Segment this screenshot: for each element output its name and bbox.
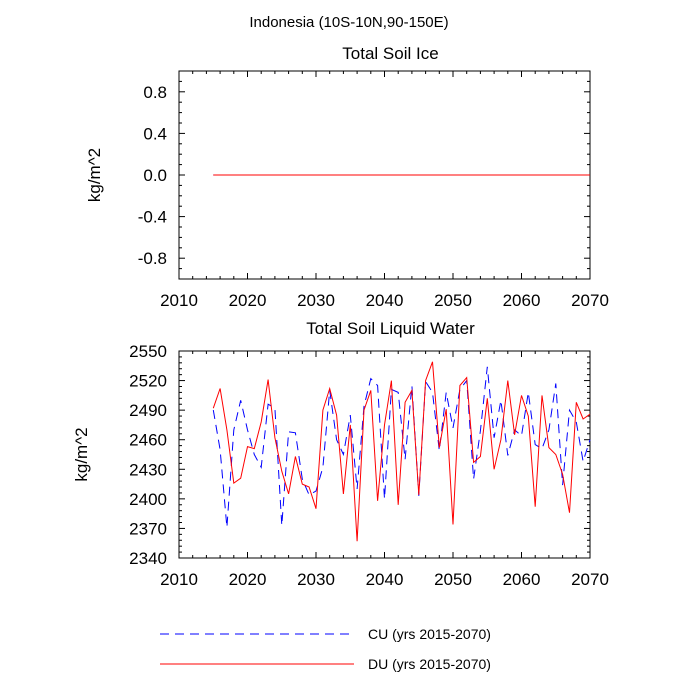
y-tick-label: 2400	[129, 490, 167, 509]
y-tick-label: 2550	[129, 342, 167, 361]
chart-title: Total Soil Ice	[342, 44, 438, 63]
plot-frame	[178, 350, 591, 559]
y-tick-label: 2430	[129, 460, 167, 479]
legend: CU (yrs 2015-2070) DU (yrs 2015-2070)	[160, 626, 491, 672]
y-tick-label: 2490	[129, 401, 167, 420]
x-tick-label: 2070	[571, 570, 609, 589]
legend-label-cu: CU (yrs 2015-2070)	[368, 626, 491, 642]
y-tick-label: 2340	[129, 549, 167, 568]
panel-total-soil-ice: Total Soil Ice kg/m^2 2010 2020 2030 2040 2050…	[85, 44, 609, 310]
x-tick-label: 2030	[297, 291, 335, 310]
panel-total-soil-liquid-water: Total Soil Liquid Water kg/m^2 2010 2020 203…	[72, 319, 609, 589]
chart-title: Total Soil Liquid Water	[306, 319, 475, 338]
x-tick-label: 2030	[297, 570, 335, 589]
x-tick-label: 2040	[366, 570, 404, 589]
x-tick-label: 2020	[229, 291, 267, 310]
x-tick-label: 2060	[503, 291, 541, 310]
x-tick-label: 2050	[434, 291, 472, 310]
x-tick-label: 2050	[434, 570, 472, 589]
y-tick-label: -0.4	[138, 208, 167, 227]
x-tick-label: 2020	[229, 570, 267, 589]
y-tick-label: -0.8	[138, 249, 167, 268]
y-tick-label: 0.0	[143, 166, 167, 185]
series-line-du	[212, 361, 591, 542]
y-tick-label: 0.8	[143, 83, 167, 102]
legend-label-du: DU (yrs 2015-2070)	[368, 656, 491, 672]
y-tick-label: 2460	[129, 431, 167, 450]
x-tick-label: 2070	[571, 291, 609, 310]
y-tick-label: 0.4	[143, 124, 167, 143]
x-tick-label: 2060	[503, 570, 541, 589]
x-tick-label: 2010	[160, 570, 198, 589]
series-line-cu	[212, 366, 591, 528]
y-tick-label: 2520	[129, 372, 167, 391]
x-tick-label: 2040	[366, 291, 404, 310]
y-tick-label: 2370	[129, 519, 167, 538]
x-tick-label: 2010	[160, 291, 198, 310]
y-axis-label: kg/m^2	[72, 427, 91, 481]
figure-suptitle: Indonesia (10S-10N,90-150E)	[249, 14, 448, 31]
y-axis-label: kg/m^2	[85, 148, 104, 202]
